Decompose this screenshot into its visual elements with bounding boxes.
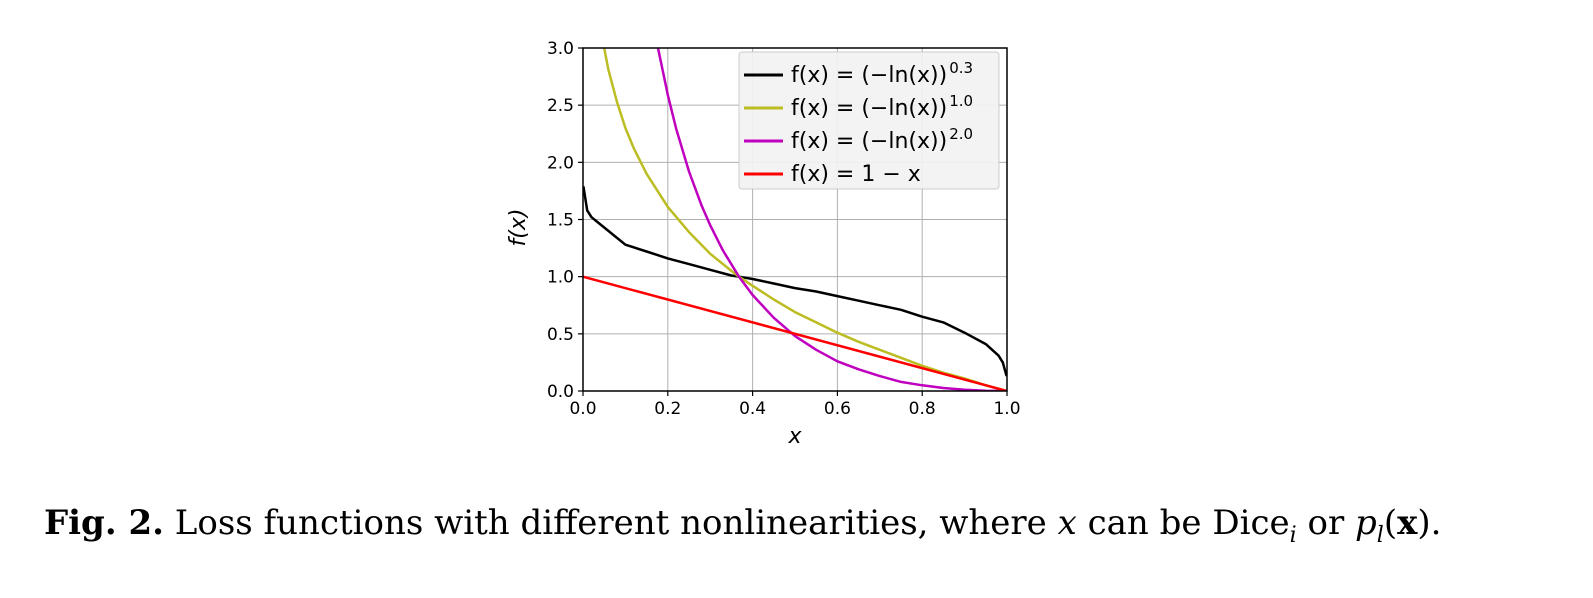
caption-var-p: p xyxy=(1355,503,1377,543)
x-axis-label: x xyxy=(787,424,802,449)
caption-text-or: or xyxy=(1296,503,1356,543)
y-tick-label: 0.5 xyxy=(547,325,574,345)
x-tick-label: 0.6 xyxy=(824,399,851,419)
y-tick-label: 1.0 xyxy=(547,268,574,288)
x-tick-label: 0.8 xyxy=(909,399,936,419)
x-tick-label: 0.0 xyxy=(569,399,596,419)
y-tick-label: 2.5 xyxy=(547,96,574,116)
legend-entry-label: f(x) = 1 − x xyxy=(791,162,921,187)
legend-entry-label: f(x) = (−ln(x)) 2.0 xyxy=(791,125,973,154)
caption-subscript-l: l xyxy=(1376,522,1384,548)
figure-caption: Fig. 2. Loss functions with different no… xyxy=(44,503,1584,548)
x-tick-label: 0.2 xyxy=(654,399,681,419)
figure-label: Fig. 2. xyxy=(44,503,164,543)
caption-paren-open: ( xyxy=(1383,503,1398,543)
legend-entry-text: f(x) = 1 − x xyxy=(791,162,921,187)
legend-entry-text: f(x) = (−ln(x)) xyxy=(791,129,947,154)
y-tick-label: 2.0 xyxy=(547,153,574,173)
caption-bold-x: x xyxy=(1397,503,1418,543)
caption-text-middle: can be Dice xyxy=(1076,503,1290,543)
legend-box xyxy=(738,51,1000,190)
line-chart: 0.0 0.2 0.4 0.6 0.8 1.00.00.51.01.52.02.53.0 … xyxy=(506,39,1021,449)
caption-paren-close: ). xyxy=(1417,503,1442,543)
y-tick-label: 3.0 xyxy=(547,39,574,59)
axis-ticks: 0.0 0.2 0.4 0.6 0.8 1.0 0.0 0.5 1.0 1.5 2.0 2.5 3.0 xyxy=(547,39,1021,419)
legend-entry-exponent: 1.0 xyxy=(949,92,973,110)
plot-lines xyxy=(583,48,1007,391)
x-tick-label: 0.4 xyxy=(739,399,766,419)
legend-entry-text: f(x) = (−ln(x)) xyxy=(791,96,947,121)
caption-var-x: x xyxy=(1057,503,1077,543)
y-tick-label: 0.0 xyxy=(547,382,574,402)
legend-entry-exponent: 2.0 xyxy=(949,125,973,143)
y-tick-label: 1.5 xyxy=(547,211,574,231)
legend-entry-exponent: 0.3 xyxy=(949,59,973,77)
x-tick-label: 1.0 xyxy=(993,399,1020,419)
caption-subscript-i: i xyxy=(1289,522,1297,548)
legend-entry-label: f(x) = (−ln(x)) 0.3 xyxy=(791,59,973,88)
legend: f(x) = (−ln(x)) 0.3f(x) = (−ln(x)) 1.0f(x)… xyxy=(738,51,1000,190)
series-line-3 xyxy=(583,275,1007,391)
series-line-2 xyxy=(656,48,1007,391)
series-line-1 xyxy=(602,48,1007,391)
legend-entry-label: f(x) = (−ln(x)) 1.0 xyxy=(791,92,973,121)
legend-entry-text: f(x) = (−ln(x)) xyxy=(791,63,947,88)
series-line-0 xyxy=(583,186,1007,377)
caption-text: Loss functions with different nonlineari… xyxy=(164,503,1058,543)
y-axis-label: f(x) xyxy=(506,209,531,247)
